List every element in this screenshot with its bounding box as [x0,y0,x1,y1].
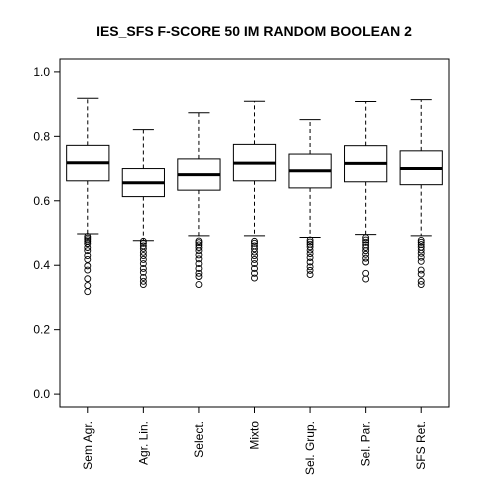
outlier-point [362,236,370,244]
outlier-point [306,266,314,274]
outlier-point [195,281,203,289]
outlier-point [306,258,314,266]
outlier-point [362,238,370,246]
outlier-point [195,247,203,255]
outlier-point [139,252,147,260]
outlier-point [139,260,147,268]
outlier-point [139,237,147,245]
outlier-point [417,281,425,289]
y-tick-label: 0.2 [33,323,50,337]
outlier-point [195,273,203,280]
plot-area: 0.0 0.2 0.4 0.6 0.8 1.0 Sem Agr. Agr. Lin. Selec… [33,58,450,475]
outlier-point [306,254,314,261]
outlier-point [306,246,314,254]
outlier-point [84,266,92,274]
outlier-point [195,255,203,263]
outlier-point [417,238,425,246]
outlier-point [195,239,203,247]
outlier-point [251,255,258,263]
outlier-point [251,239,258,247]
outlier-point [139,245,147,252]
outlier-point [417,253,425,261]
outlier-point [417,241,425,249]
outlier-point [417,277,425,285]
outlier-point [139,248,147,256]
outlier-point [417,270,425,278]
outlier-point [251,248,258,256]
outlier-point [362,234,370,242]
outlier-point [84,282,92,289]
outlier-point [306,236,314,244]
y-tick-label: 1.0 [33,65,50,79]
outlier-point [306,263,314,271]
outlier-point [362,254,370,262]
outlier-point [251,274,258,282]
outlier-point [139,274,147,281]
outlier-point [362,244,370,251]
x-category-label: Sel. Par. [359,421,373,466]
outlier-point [251,237,258,245]
x-category-label: Agr. Lin. [136,421,150,465]
x-category-label: Mixto [248,421,262,450]
outlier-point [84,252,92,260]
chart-title: IES_SFS F-SCORE 50 IM RANDOM BOOLEAN 2 [96,23,412,39]
outlier-point [362,258,370,266]
outlier-point [251,245,258,253]
outlier-point [251,260,258,268]
y-tick-label: 0.0 [33,387,50,401]
x-category-label: SFS Ret. [414,421,428,470]
outlier-point [362,269,370,277]
outlier-point [251,269,258,277]
outlier-point [139,239,147,247]
outlier-point [417,249,425,257]
outlier-point [195,244,203,251]
outlier-point [306,238,314,246]
outlier-point [195,251,203,259]
outlier-point [84,275,92,283]
x-category-label: Sel. Grup. [303,421,317,475]
outlier-point [139,255,147,263]
outlier-point [417,257,425,265]
outlier-point [84,240,92,248]
outlier-point [306,271,314,279]
y-tick-label: 0.6 [33,194,50,208]
outlier-point [362,275,370,283]
x-category-label: Sem Agr. [81,421,95,470]
outlier-point [84,288,92,296]
outlier-point [251,264,258,272]
outlier-point [139,268,147,276]
outlier-point [417,266,425,274]
outlier-point [84,244,92,251]
outlier-point [139,264,147,272]
y-tick-label: 0.4 [33,258,50,272]
outlier-point [195,269,203,277]
outlier-point [84,247,92,255]
outlier-point [362,247,370,255]
outlier-point [195,264,203,272]
outlier-point [84,262,92,270]
y-tick-label: 0.8 [33,129,50,143]
outlier-point [417,246,425,254]
x-category-label: Select. [192,421,206,458]
outlier-point [195,260,203,268]
outlier-point [139,281,147,289]
outlier-point [306,250,314,258]
outlier-point [251,252,258,260]
outlier-point [139,277,147,285]
outlier-point [84,255,92,263]
outlier-point [362,250,370,258]
outlier-point [306,243,314,251]
outlier-point [417,236,425,244]
